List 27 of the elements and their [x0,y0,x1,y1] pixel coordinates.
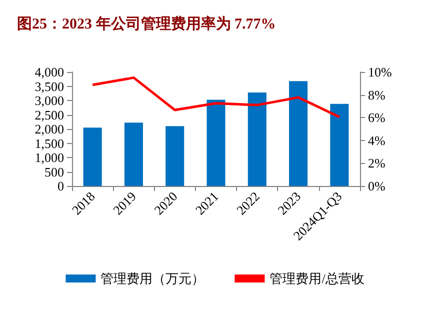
bar [83,128,102,186]
bar [330,104,349,186]
line-series [91,76,341,118]
bar [166,126,184,186]
y2-tick-label: 0% [368,178,386,194]
bar [206,100,226,186]
x-tick-label: 2021 [192,188,222,218]
bar [248,92,266,186]
y2-tick-label: 10% [368,64,392,80]
y2-tick-label: 2% [368,156,386,171]
chart-title: 图25：2023 年公司管理费用率为 7.77% [17,14,276,32]
y-tick-label: 0 [58,178,64,194]
legend-label: 管理费用/总营收 [270,271,364,286]
y-tick-label: 500 [44,164,64,180]
y-tick-label: 2,000 [34,122,64,136]
y-tick-label: 1,500 [34,136,64,151]
y-tick-label: 4,000 [34,64,64,80]
y2-tick-label: 4% [368,132,386,148]
y-tick-label: 3,500 [34,78,64,94]
y-tick-label: 1,000 [34,150,64,165]
legend-label: 管理费用（万元） [100,271,205,286]
y2-tick-label: 6% [368,110,386,126]
y2-tick-label: 8% [368,87,386,102]
bar [289,81,308,186]
y-tick-label: 2,500 [34,107,64,122]
bar [124,122,143,186]
y-tick-label: 3,000 [34,93,64,108]
